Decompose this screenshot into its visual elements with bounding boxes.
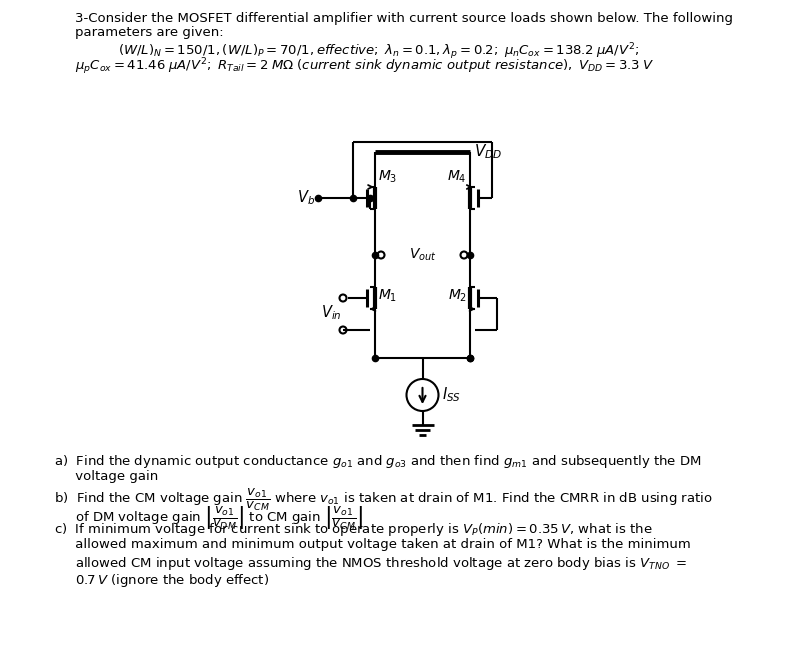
Text: $I_{SS}$: $I_{SS}$ [441,386,461,404]
Text: $V_{out}$: $V_{out}$ [409,247,437,263]
Text: $V_{in}$: $V_{in}$ [321,303,341,321]
Text: a)  Find the dynamic output conductance $g_{o1}$ and $g_{o3}$ and then find $g_{: a) Find the dynamic output conductance $… [54,453,701,470]
Text: $M_3$: $M_3$ [378,169,397,185]
Text: $M_1$: $M_1$ [378,288,397,304]
Text: $(W/L)_N = 150/1, (W/L)_P = 70/1, \mathit{effective};\; \lambda_n = 0.1, \lambda: $(W/L)_N = 150/1, (W/L)_P = 70/1, \mathi… [118,41,639,62]
Text: c)  If minimum voltage for current sink to operate properly is $V_P(\mathit{min}: c) If minimum voltage for current sink t… [54,521,653,538]
Text: $0.7\, V$ (ignore the body effect): $0.7\, V$ (ignore the body effect) [54,572,269,589]
Text: allowed maximum and minimum output voltage taken at drain of M1? What is the min: allowed maximum and minimum output volta… [54,538,691,551]
Text: parameters are given:: parameters are given: [75,26,224,39]
Text: 3-Consider the MOSFET differential amplifier with current source loads shown bel: 3-Consider the MOSFET differential ampli… [75,12,733,25]
Text: $V_b$: $V_b$ [297,189,315,207]
Text: b)  Find the CM voltage gain $\dfrac{v_{o1}}{v_{CM}}$ where $v_{o1}$ is taken at: b) Find the CM voltage gain $\dfrac{v_{o… [54,487,712,513]
Text: voltage gain: voltage gain [54,470,158,483]
Text: $\mu_p C_{ox} = 41.46\; \mu A/V^2;\; R_{\mathit{Tail}} = 2\; M\Omega\; \mathit{(: $\mu_p C_{ox} = 41.46\; \mu A/V^2;\; R_{… [75,56,654,76]
Text: $M_4$: $M_4$ [448,169,467,185]
Text: $M_2$: $M_2$ [448,288,467,304]
Text: of DM voltage gain $\left|\dfrac{v_{o1}}{v_{DM}}\right|$ to CM gain $\left|\dfra: of DM voltage gain $\left|\dfrac{v_{o1}}… [54,504,363,531]
Text: allowed CM input voltage assuming the NMOS threshold voltage at zero body bias i: allowed CM input voltage assuming the NM… [54,555,687,572]
Text: $V_{DD}$: $V_{DD}$ [474,143,503,161]
